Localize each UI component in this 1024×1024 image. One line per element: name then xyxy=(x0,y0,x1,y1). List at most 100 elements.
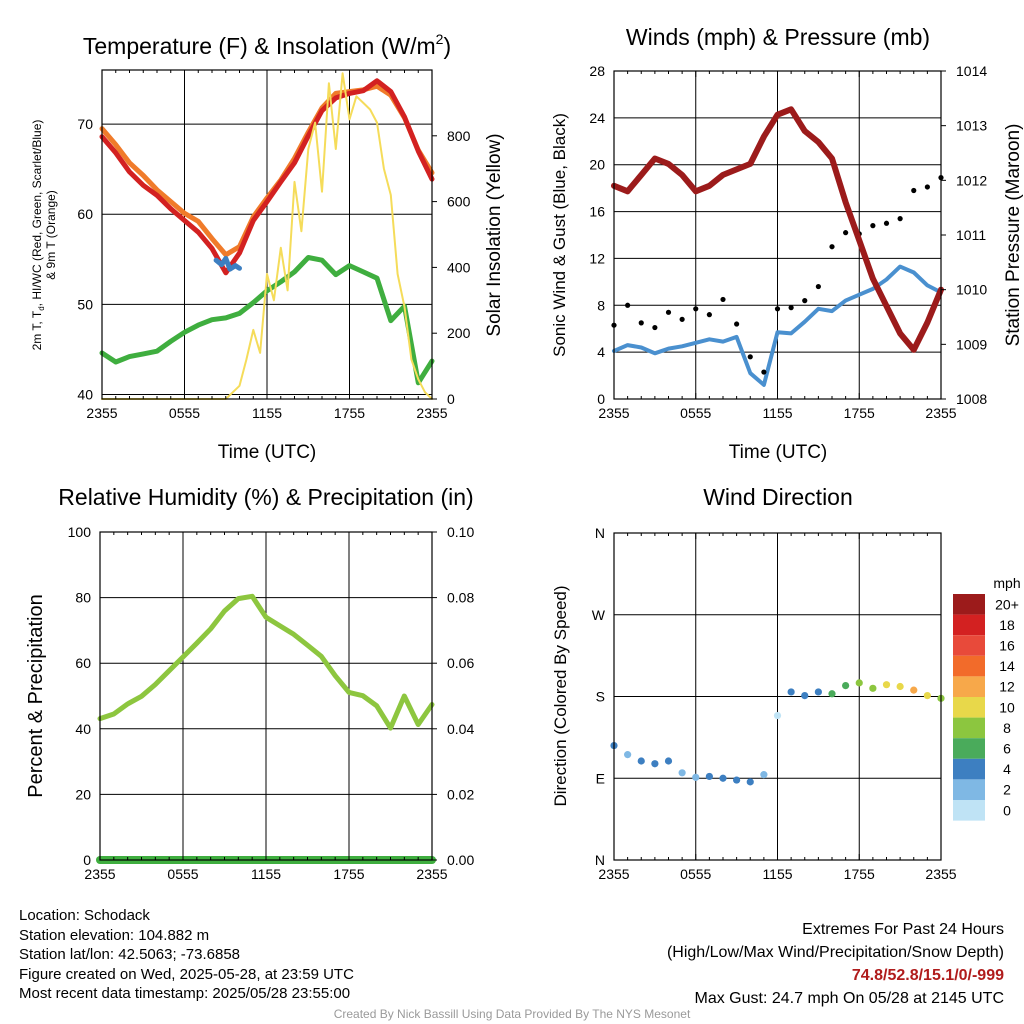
temp-ytick-label: 70 xyxy=(77,116,93,132)
figure-created: Figure created on Wed, 2025-05-28, at 23… xyxy=(19,965,354,983)
series-relative-humidity xyxy=(97,593,435,731)
rh-ytick-label: 80 xyxy=(75,590,91,606)
legend-swatch xyxy=(953,594,985,615)
wdir-ytick-label: N xyxy=(595,525,605,541)
winds-xtick-label: 1155 xyxy=(762,405,792,421)
series-hi-wc xyxy=(213,255,242,272)
winds-series xyxy=(611,106,944,387)
station-info: Location: Schodack Station elevation: 10… xyxy=(19,906,354,1004)
winds-xtick-label: 1755 xyxy=(844,405,875,421)
pressure-ylabel: Station Pressure (Maroon) xyxy=(1003,124,1024,347)
rh-y2tick-label: 0.08 xyxy=(447,590,474,606)
direction-point xyxy=(923,691,931,700)
series-2m-t xyxy=(99,78,435,276)
gust-point xyxy=(843,230,849,236)
humidity-grid xyxy=(100,532,432,860)
gust-point xyxy=(693,306,699,312)
legend-swatch xyxy=(953,655,985,677)
temp-xtick-label: 1155 xyxy=(252,405,282,421)
direction-point xyxy=(869,684,877,692)
winds-ytick-label: 16 xyxy=(589,204,605,220)
direction-point xyxy=(733,776,741,784)
legend-label: 12 xyxy=(999,679,1015,695)
wind-direction-grid xyxy=(614,533,941,860)
direction-point xyxy=(746,778,754,786)
rh-xtick-label: 1755 xyxy=(333,866,364,882)
extremes-box: Extremes For Past 24 Hours (High/Low/Max… xyxy=(667,918,1004,1010)
wdir-ytick-label: S xyxy=(596,689,605,705)
direction-point xyxy=(855,679,863,687)
wdir-ytick-label: N xyxy=(595,852,605,868)
temperature-grid xyxy=(102,70,432,399)
credit-line: Created By Nick Bassill Using Data Provi… xyxy=(333,1007,691,1021)
legend-label: 4 xyxy=(1003,761,1011,777)
legend-label: 8 xyxy=(1003,720,1011,736)
winds-y2tick-label: 1012 xyxy=(956,172,987,188)
humidity-ticks: 2355 0555 1155 1755 23550204060801000.000.02… xyxy=(68,524,475,882)
winds-xlabel: Time (UTC) xyxy=(729,442,828,463)
wdir-xtick-label: 0555 xyxy=(680,866,711,882)
temp-xtick-label: 2355 xyxy=(86,405,117,421)
temp-y2tick-label: 0 xyxy=(447,391,455,407)
legend-swatch xyxy=(953,614,985,636)
temp-y2tick-label: 800 xyxy=(447,128,471,144)
wdir-xtick-label: 2355 xyxy=(925,866,956,882)
temperature-panel: Temperature (F) & Insolation (W/m2) 2355… xyxy=(30,31,505,463)
winds-panel: Winds (mph) & Pressure (mb) 2355 0555 1155… xyxy=(550,24,1024,463)
legend-swatch xyxy=(953,758,985,780)
series-station-pressure xyxy=(611,106,944,353)
winds-y2tick-label: 1009 xyxy=(956,336,987,352)
direction-point xyxy=(882,681,891,689)
gust-point xyxy=(870,223,876,229)
direction-point xyxy=(814,688,822,696)
wind-direction-panel: Wind Direction 2355 0555 1155 1755 2355NESWN… xyxy=(551,484,1021,882)
wind-direction-ylabel: Direction (Colored By Speed) xyxy=(551,585,570,806)
recent-timestamp: Most recent data timestamp: 2025/05/28 2… xyxy=(19,985,351,1002)
direction-point xyxy=(637,757,645,765)
gust-point xyxy=(734,321,740,327)
gust-point xyxy=(665,309,672,315)
legend-swatch xyxy=(953,676,985,697)
legend-label: 2 xyxy=(1003,782,1011,798)
direction-point xyxy=(692,773,700,781)
gust-point xyxy=(788,305,794,311)
rh-ytick-label: 20 xyxy=(75,786,91,802)
temperature-title: Temperature (F) & Insolation (W/m2) xyxy=(83,31,451,59)
direction-point xyxy=(896,682,904,691)
temperature-ticks: 2355 0555 1155 1755 2355 40 50 60 70 0 200 400 600 80… xyxy=(77,70,471,421)
gust-point xyxy=(720,296,726,303)
gust-point xyxy=(774,306,781,312)
direction-point xyxy=(719,774,727,782)
direction-point xyxy=(678,769,686,777)
winds-y2tick-label: 1010 xyxy=(956,282,987,298)
gust-point xyxy=(924,184,930,190)
legend-label: 18 xyxy=(999,617,1015,633)
wind-direction-title: Wind Direction xyxy=(703,484,853,510)
direction-point xyxy=(624,751,632,759)
temp-ytick-label: 40 xyxy=(77,386,93,402)
temp-xtick-label: 2355 xyxy=(416,405,447,421)
winds-y2tick-label: 1011 xyxy=(956,227,986,243)
rh-ytick-label: 40 xyxy=(75,721,91,737)
legend-swatch xyxy=(953,779,985,800)
rh-ytick-label: 60 xyxy=(75,655,91,671)
gust-point xyxy=(911,187,917,194)
winds-ytick-label: 12 xyxy=(589,250,605,266)
winds-ytick-label: 0 xyxy=(597,391,605,407)
winds-ytick-label: 4 xyxy=(597,344,605,360)
gust-point xyxy=(897,216,903,222)
rh-y2tick-label: 0.04 xyxy=(447,721,474,737)
winds-grid xyxy=(614,71,941,399)
legend-label: 6 xyxy=(1003,741,1011,757)
temp-xtick-label: 0555 xyxy=(169,405,200,421)
legend-label: 10 xyxy=(999,699,1015,715)
direction-point xyxy=(705,772,713,781)
legend-swatch xyxy=(953,697,985,718)
gust-point xyxy=(883,220,890,226)
rh-xtick-label: 2355 xyxy=(84,866,115,882)
temp-y2tick-label: 400 xyxy=(447,259,471,275)
direction-point xyxy=(787,688,795,696)
direction-point xyxy=(842,682,850,690)
direction-point xyxy=(910,686,918,694)
